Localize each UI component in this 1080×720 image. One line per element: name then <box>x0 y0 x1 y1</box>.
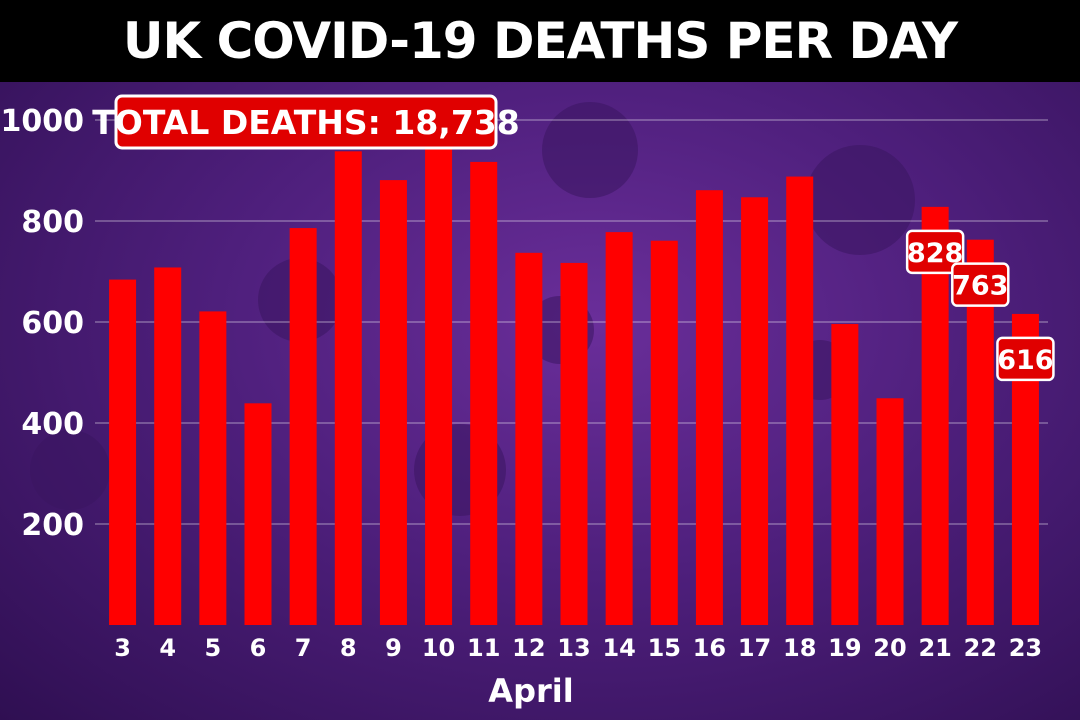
x-tick-label: 9 <box>385 634 402 662</box>
bar-april-19 <box>831 324 859 625</box>
bar-april-5 <box>199 311 227 625</box>
x-tick-label: 4 <box>159 634 176 662</box>
x-tick-label: 22 <box>964 634 997 662</box>
x-tick-label: 12 <box>512 634 545 662</box>
y-tick-label: 400 <box>21 407 84 442</box>
bar-april-11 <box>470 161 498 626</box>
total-deaths-text: TOTAL DEATHS: 18,738 <box>92 103 519 142</box>
y-tick-label: 200 <box>21 508 84 543</box>
bar-april-10 <box>425 130 453 625</box>
bar-april-8 <box>334 151 362 625</box>
data-label-box <box>905 229 965 275</box>
bar-april-17 <box>741 197 769 625</box>
data-label-box <box>996 336 1055 382</box>
bar-april-6 <box>244 403 272 625</box>
x-tick-label: 16 <box>693 634 726 662</box>
x-tick-label: 23 <box>1009 634 1042 662</box>
y-tick-label: 600 <box>21 306 84 341</box>
x-tick-label: 18 <box>783 634 816 662</box>
x-tick-label: 21 <box>918 634 951 662</box>
data-label-april-23: 616 <box>996 336 1055 382</box>
bar-april-3 <box>109 279 137 625</box>
y-tick-label: 800 <box>21 205 84 240</box>
bar-april-20 <box>876 398 904 625</box>
bar-april-14 <box>605 232 633 626</box>
bar-april-21 <box>921 206 949 626</box>
x-axis-ticks: 3 4 5 6 7 8 9 10 11 12 13 14 15 16 17 18 19 20 21 22 23 <box>114 634 1042 662</box>
x-tick-label: 20 <box>873 634 906 662</box>
bar-april-4 <box>154 267 182 625</box>
x-tick-label: 3 <box>114 634 131 662</box>
bar-april-18 <box>786 176 814 625</box>
x-tick-label: 6 <box>250 634 267 662</box>
bars <box>109 130 1039 626</box>
x-tick-label: 8 <box>340 634 357 662</box>
bar-april-15 <box>650 240 678 625</box>
bar-april-16 <box>695 190 723 625</box>
x-tick-label: 15 <box>648 634 681 662</box>
x-tick-label: 19 <box>828 634 861 662</box>
total-deaths-badge: TOTAL DEATHS: 18,738 <box>92 94 520 150</box>
x-tick-label: 13 <box>557 634 590 662</box>
x-tick-label: 14 <box>602 634 635 662</box>
x-tick-label: 7 <box>295 634 312 662</box>
page-title: UK COVID-19 DEATHS PER DAY <box>0 0 1080 82</box>
data-label-april-22: 763 <box>951 262 1010 307</box>
y-axis-ticks: 200 400 600 800 1000 <box>1 104 85 543</box>
data-label-box <box>951 262 1010 307</box>
data-label-text: 763 <box>952 271 1008 302</box>
x-axis-label: April <box>488 672 573 710</box>
x-tick-label: 5 <box>205 634 222 662</box>
y-tick-label: 1000 <box>1 104 85 139</box>
bar-april-9 <box>379 180 407 625</box>
x-tick-label: 17 <box>738 634 771 662</box>
data-label-text: 616 <box>997 345 1053 376</box>
bar-april-7 <box>289 228 317 625</box>
bar-april-12 <box>515 252 543 625</box>
x-tick-label: 11 <box>467 634 500 662</box>
x-tick-label: 10 <box>422 634 455 662</box>
bar-april-13 <box>560 262 588 625</box>
